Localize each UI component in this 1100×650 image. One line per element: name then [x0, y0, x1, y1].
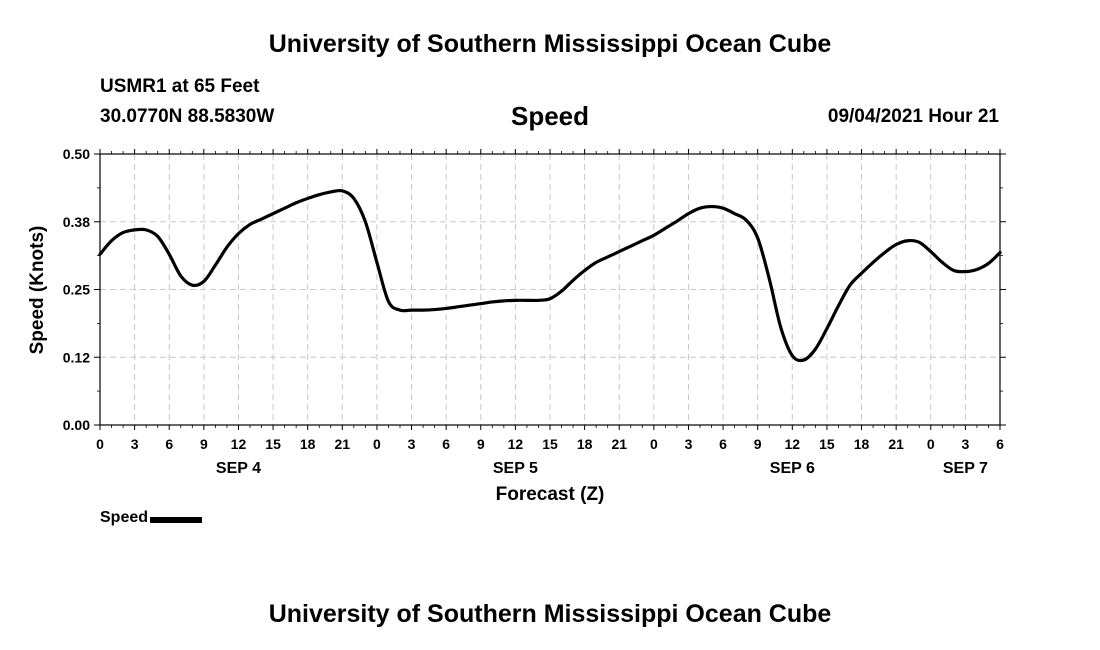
- grid: [100, 154, 1000, 425]
- forecast-datetime: 09/04/2021 Hour 21: [827, 106, 999, 127]
- x-tick-label: 12: [508, 436, 524, 452]
- x-tick-label: 6: [996, 436, 1004, 452]
- x-tick-label: 6: [442, 436, 450, 452]
- x-tick-label: 15: [819, 436, 835, 452]
- x-tick-label: 3: [685, 436, 693, 452]
- x-tick-label: 15: [265, 436, 281, 452]
- x-tick-label: 0: [96, 436, 104, 452]
- day-label: SEP 7: [943, 460, 988, 477]
- x-tick-label: 9: [477, 436, 485, 452]
- x-tick-label: 15: [542, 436, 558, 452]
- axis-ticks: [94, 149, 1006, 430]
- y-tick-label: 0.38: [63, 214, 90, 230]
- legend-label-speed: Speed: [100, 509, 149, 526]
- x-tick-label: 21: [611, 436, 627, 452]
- x-tick-label: 18: [577, 436, 593, 452]
- y-tick-label: 0.12: [63, 349, 90, 365]
- y-axis-label: Speed (Knots): [27, 226, 48, 355]
- x-tick-label: 3: [408, 436, 416, 452]
- legend: Speed: [100, 509, 203, 527]
- x-tick-label: 9: [200, 436, 208, 452]
- legend-swatch-speed: [150, 516, 203, 523]
- x-tick-label: 9: [754, 436, 762, 452]
- x-tick-label: 18: [300, 436, 316, 452]
- station-label: USMR1 at 65 Feet: [100, 76, 260, 97]
- x-tick-label: 21: [335, 436, 351, 452]
- day-label: SEP 4: [216, 460, 261, 477]
- x-tick-label: 0: [650, 436, 658, 452]
- day-label: SEP 6: [770, 460, 815, 477]
- x-tick-label: 12: [231, 436, 247, 452]
- x-tick-label: 6: [165, 436, 173, 452]
- series-line-speed: [98, 188, 1002, 363]
- y-tick-label: 0.00: [63, 417, 90, 433]
- x-axis-label: Forecast (Z): [496, 484, 605, 505]
- y-tick-label: 0.50: [63, 146, 90, 162]
- x-tick-label: 3: [961, 436, 969, 452]
- x-tick-label: 0: [927, 436, 935, 452]
- coordinates-label: 30.0770N 88.5830W: [100, 106, 275, 127]
- x-tick-label: 18: [854, 436, 870, 452]
- chart-footer-title: University of Southern Mississippi Ocean…: [268, 600, 832, 628]
- x-tick-label: 6: [719, 436, 727, 452]
- y-tick-label: 0.25: [63, 282, 90, 298]
- x-tick-label: 12: [785, 436, 801, 452]
- chart-supertitle: University of Southern Mississippi Ocean…: [268, 30, 832, 58]
- chart-title: Speed: [510, 101, 590, 131]
- x-tick-label: 3: [131, 436, 139, 452]
- x-tick-label: 21: [888, 436, 904, 452]
- x-tick-label: 0: [373, 436, 381, 452]
- axis-tick-labels: 0 3 6 9 12 15 18 21 0 3 6 9 12 15 18 21 0 3 6 9 12 15 18 21 0 3 6S…: [63, 146, 1004, 477]
- day-label: SEP 5: [493, 460, 538, 477]
